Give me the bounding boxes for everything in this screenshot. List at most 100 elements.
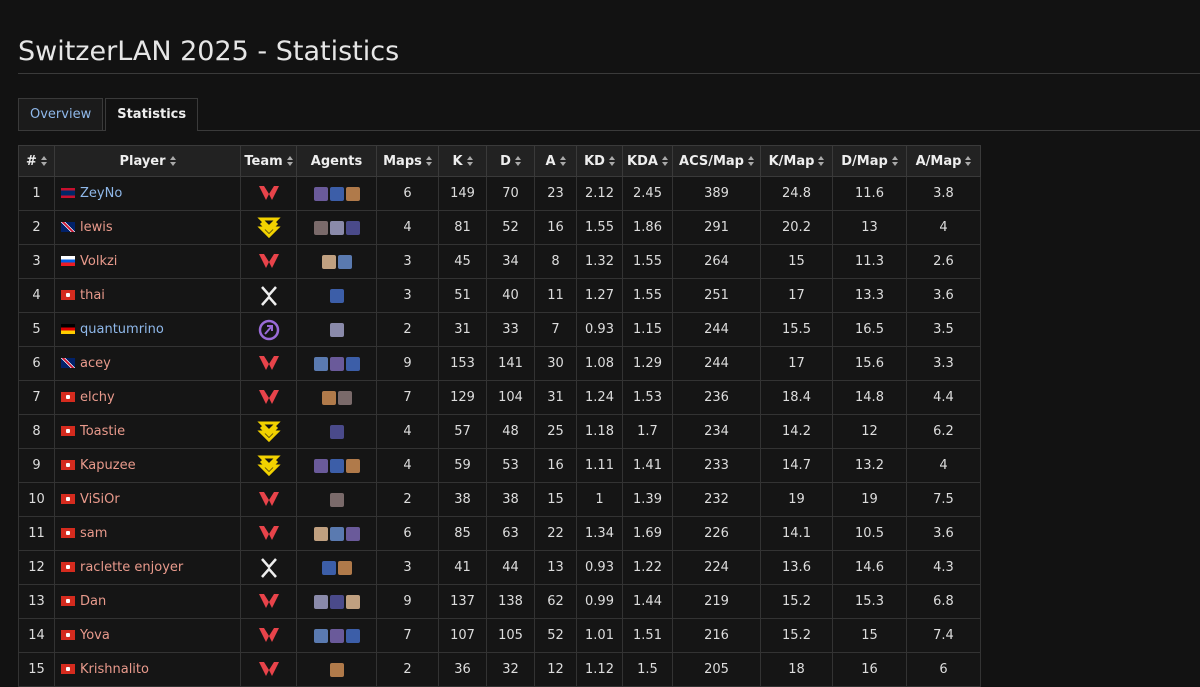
stat-cell: 244 xyxy=(672,346,761,381)
sort-icon xyxy=(747,156,754,166)
player-name[interactable]: Kapuzee xyxy=(80,458,136,473)
stat-cell: 104 xyxy=(486,380,535,415)
stat-cell: 13.3 xyxy=(832,278,907,313)
column-header[interactable]: Player xyxy=(54,145,241,177)
team-cell xyxy=(240,278,297,313)
column-header[interactable]: Maps xyxy=(376,145,439,177)
stat-cell: 1.12 xyxy=(576,652,623,687)
player-name[interactable]: Krishnalito xyxy=(80,662,149,677)
player-name[interactable]: ViSiOr xyxy=(80,492,120,507)
stat-cell: 1.86 xyxy=(622,210,673,245)
stat-cell: 57 xyxy=(438,414,487,449)
table-row: 1 ZeyNo 6 149 70 23 2.12 2.45 389 24.8 11.6 3.8 xyxy=(18,176,981,211)
stat-cell: 14.7 xyxy=(760,448,833,483)
player-name[interactable]: Toastie xyxy=(80,424,126,439)
stat-cell: 3 xyxy=(376,244,439,279)
column-header[interactable]: D xyxy=(486,145,535,177)
stat-cell: 6 xyxy=(376,516,439,551)
tab[interactable]: Statistics xyxy=(105,98,199,131)
tab-bar: Overview Statistics xyxy=(18,98,1200,131)
stat-cell: 2 xyxy=(376,652,439,687)
column-label: K/Map xyxy=(768,153,815,169)
stat-cell: 15.5 xyxy=(760,312,833,347)
column-header[interactable]: K/Map xyxy=(760,145,833,177)
stat-cell: 44 xyxy=(486,550,535,585)
sort-icon xyxy=(608,156,615,166)
agent-icon xyxy=(313,356,328,371)
column-header[interactable]: A xyxy=(534,145,577,177)
stat-cell: 6 xyxy=(376,176,439,211)
table-row: 3 Volkzi 3 45 34 8 1.32 1.55 264 15 11.3 2.6 xyxy=(18,244,981,279)
sort-icon xyxy=(661,156,668,166)
agent-icon xyxy=(313,628,328,643)
column-header[interactable]: D/Map xyxy=(832,145,907,177)
player-name[interactable]: thai xyxy=(80,288,105,303)
player-name[interactable]: elchy xyxy=(80,390,115,405)
agent-icon xyxy=(329,662,344,677)
agents-cell xyxy=(296,482,377,517)
rank-cell: 3 xyxy=(18,244,55,279)
sort-icon xyxy=(169,156,176,166)
stat-cell: 0.93 xyxy=(576,312,623,347)
column-header[interactable]: ACS/Map xyxy=(672,145,761,177)
stat-cell: 105 xyxy=(486,618,535,653)
stat-cell: 14.1 xyxy=(760,516,833,551)
rank-cell: 1 xyxy=(18,176,55,211)
stat-cell: 11 xyxy=(534,278,577,313)
player-name[interactable]: quantumrino xyxy=(80,322,164,337)
column-label: KDA xyxy=(627,153,658,169)
sort-icon xyxy=(514,156,521,166)
stat-cell: 234 xyxy=(672,414,761,449)
stat-cell: 3.8 xyxy=(906,176,981,211)
player-name[interactable]: Yova xyxy=(80,628,110,643)
stat-cell: 4 xyxy=(376,210,439,245)
stat-cell: 52 xyxy=(486,210,535,245)
stat-cell: 1.55 xyxy=(622,244,673,279)
agent-icon xyxy=(329,594,344,609)
stat-cell: 232 xyxy=(672,482,761,517)
player-cell: Volkzi xyxy=(54,244,241,279)
stat-cell: 25 xyxy=(534,414,577,449)
player-name[interactable]: acey xyxy=(80,356,111,371)
player-cell: thai xyxy=(54,278,241,313)
flag-icon xyxy=(61,324,75,334)
player-name[interactable]: sam xyxy=(80,526,108,541)
team-cell xyxy=(240,312,297,347)
flag-icon xyxy=(61,256,75,266)
player-name[interactable]: Dan xyxy=(80,594,107,609)
player-cell: acey xyxy=(54,346,241,381)
stat-cell: 16 xyxy=(534,448,577,483)
stats-table: # Player Team Agents Maps K D A KD KDA ACS/Map K/Ma… xyxy=(18,145,981,687)
column-header[interactable]: KD xyxy=(576,145,623,177)
column-header[interactable]: A/Map xyxy=(906,145,981,177)
column-header[interactable]: KDA xyxy=(622,145,673,177)
column-label: K xyxy=(452,153,463,169)
stat-cell: 24.8 xyxy=(760,176,833,211)
column-header[interactable]: # xyxy=(18,145,55,177)
stat-cell: 2 xyxy=(376,312,439,347)
stat-cell: 20.2 xyxy=(760,210,833,245)
column-header[interactable]: Agents xyxy=(296,145,377,177)
sort-icon xyxy=(559,156,566,166)
team-cell xyxy=(240,652,297,687)
stat-cell: 2.6 xyxy=(906,244,981,279)
agent-icon xyxy=(329,322,344,337)
column-header[interactable]: Team xyxy=(240,145,297,177)
sort-icon xyxy=(466,156,473,166)
player-name[interactable]: raclette enjoyer xyxy=(80,560,184,575)
stat-cell: 3.5 xyxy=(906,312,981,347)
stat-cell: 38 xyxy=(438,482,487,517)
agents-cell xyxy=(296,516,377,551)
agent-icon xyxy=(345,594,360,609)
column-header[interactable]: K xyxy=(438,145,487,177)
tab[interactable]: Overview xyxy=(18,98,104,130)
player-name[interactable]: Volkzi xyxy=(80,254,118,269)
agents-cell xyxy=(296,618,377,653)
stat-cell: 15.3 xyxy=(832,584,907,619)
stat-cell: 17 xyxy=(760,346,833,381)
flag-icon xyxy=(61,494,75,504)
player-name[interactable]: ZeyNo xyxy=(80,186,123,201)
agent-icon xyxy=(337,560,352,575)
player-name[interactable]: lewis xyxy=(80,220,113,235)
stat-cell: 107 xyxy=(438,618,487,653)
